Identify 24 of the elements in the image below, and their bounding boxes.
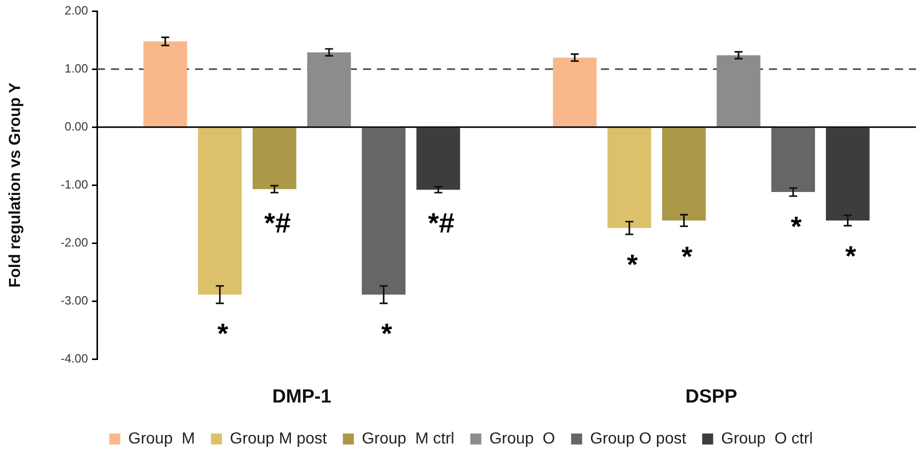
y-tick-label: -1.00: [60, 177, 88, 192]
data-label: *: [381, 318, 392, 350]
data-label: *: [790, 210, 802, 242]
y-tick-label: -4.00: [60, 351, 88, 366]
x-tick-label: DSPP: [685, 386, 738, 408]
y-tick-label: -2.00: [60, 235, 88, 250]
legend-label: Group M ctrl: [362, 430, 454, 448]
data-label: *: [845, 240, 856, 272]
x-tick-label: DMP-1: [272, 386, 332, 408]
y-tick-label: -3.00: [60, 293, 88, 308]
data-label: *: [626, 249, 638, 280]
data-label: *#: [428, 207, 455, 238]
legend-label: Group M post: [230, 430, 328, 448]
y-tick-label: 0.00: [64, 119, 88, 134]
legend-label: Group O post: [590, 430, 687, 448]
legend-label: Group O ctrl: [721, 430, 813, 448]
data-label: *: [681, 240, 692, 272]
y-tick-label: 1.00: [64, 61, 88, 76]
data-label: *: [217, 318, 228, 350]
legend-label: Group M: [128, 430, 195, 448]
data-label: *#: [264, 207, 292, 238]
y-tick-label: 2.00: [64, 4, 88, 18]
y-axis-title: Fold regulation vs Group Y: [7, 82, 24, 288]
legend-label: Group O: [489, 430, 556, 448]
